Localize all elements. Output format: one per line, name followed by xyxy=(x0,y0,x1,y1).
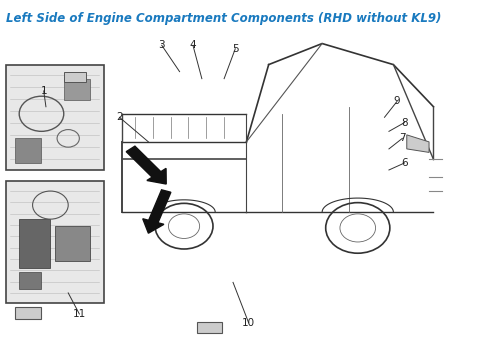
Text: 7: 7 xyxy=(399,133,406,143)
Bar xyxy=(15,138,42,163)
FancyArrow shape xyxy=(143,190,171,233)
Text: 2: 2 xyxy=(116,112,123,122)
Text: 5: 5 xyxy=(232,44,238,54)
Bar xyxy=(198,322,222,333)
Bar xyxy=(64,79,90,100)
Text: 3: 3 xyxy=(158,40,165,50)
Text: 8: 8 xyxy=(401,118,408,127)
Text: 4: 4 xyxy=(190,40,196,50)
Text: 6: 6 xyxy=(401,158,408,168)
Bar xyxy=(19,272,42,289)
Text: 1: 1 xyxy=(40,86,47,96)
Bar xyxy=(55,226,90,261)
Polygon shape xyxy=(407,135,429,153)
Text: 10: 10 xyxy=(242,318,255,328)
Text: 9: 9 xyxy=(394,97,400,107)
Bar xyxy=(6,181,104,303)
Bar xyxy=(6,65,104,170)
Bar xyxy=(64,72,86,82)
Text: 11: 11 xyxy=(72,309,86,319)
Bar xyxy=(15,307,42,319)
FancyArrow shape xyxy=(126,146,166,184)
Bar xyxy=(19,219,50,268)
Text: Left Side of Engine Compartment Components (RHD without KL9): Left Side of Engine Compartment Componen… xyxy=(6,12,441,25)
